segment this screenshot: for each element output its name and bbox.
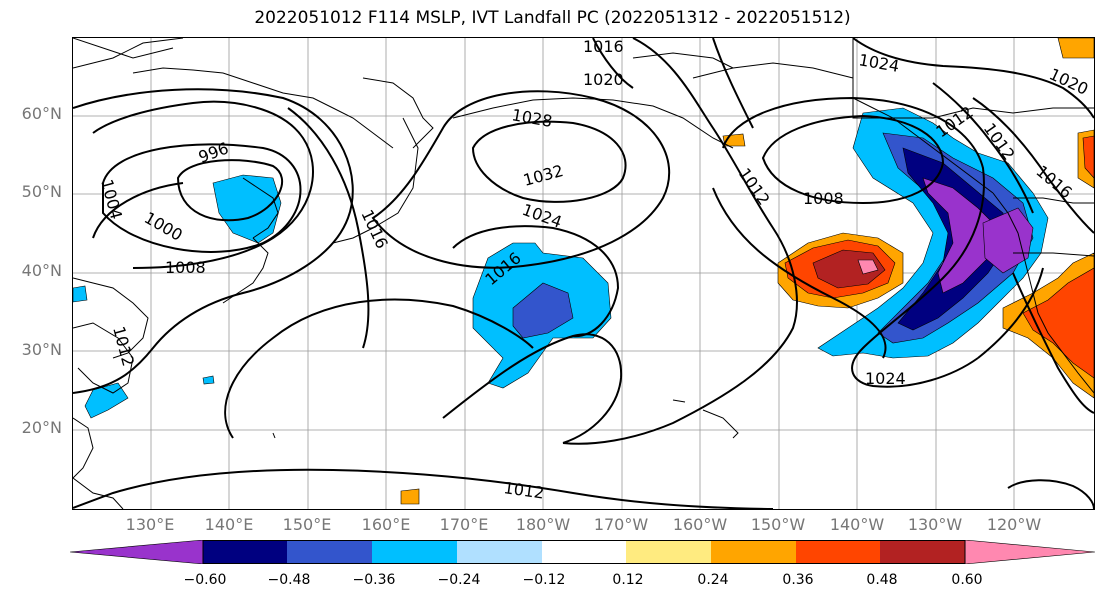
lon-label-150w: 150°W: [750, 515, 806, 534]
lat-label-30n: 30°N: [21, 340, 62, 359]
isobar-label: 1004: [97, 177, 126, 221]
isobars: [73, 38, 1094, 509]
colorbar-swatch: [372, 540, 457, 564]
isobar-label: 1016: [1032, 162, 1075, 203]
colorbar: [70, 540, 1095, 564]
lon-label-160e: 160°E: [361, 515, 411, 534]
colorbar-tick-label: −0.12: [522, 572, 566, 588]
colorbar-swatch: [711, 540, 796, 564]
isobar-label: 1008: [803, 189, 844, 208]
lat-label-20n: 20°N: [21, 418, 62, 437]
colorbar-tick-label: 0.24: [697, 572, 729, 588]
lon-label-170w: 170°W: [593, 515, 649, 534]
isobar-label: 996: [196, 138, 231, 166]
ivt-positive-shading: [400, 38, 1094, 505]
colorbar-tick-label: −0.48: [267, 572, 311, 588]
colorbar-swatch: [203, 540, 287, 564]
isobar-label: 1016: [357, 207, 391, 252]
colorbar-tick-label: −0.24: [437, 572, 481, 588]
colorbar-frame: [202, 540, 966, 564]
ivt-negative-shading: [73, 107, 1049, 419]
isobar-label: 1012: [502, 478, 545, 502]
isobar-label: 1000: [141, 208, 186, 245]
colorbar-swatch: [542, 540, 626, 564]
colorbar-swatch: [70, 540, 204, 564]
colorbar-tick-label: 0.36: [782, 572, 814, 588]
map-title: 2022051012 F114 MSLP, IVT Landfall PC (2…: [254, 8, 851, 28]
colorbar-tick-label: 0.60: [951, 572, 983, 588]
isobar-label: 1028: [510, 105, 553, 131]
colorbar-swatch: [626, 540, 711, 564]
isobar-label: 1020: [1046, 64, 1091, 98]
isobar-label: 1020: [583, 70, 624, 89]
isobar-label: 1008: [165, 258, 206, 277]
isobar-label: 1024: [857, 50, 900, 76]
lat-label-40n: 40°N: [21, 261, 62, 280]
lon-label-180w: 180°W: [515, 515, 571, 534]
isobar-label: 1012: [932, 102, 976, 141]
colorbar-tick-label: −0.60: [183, 572, 227, 588]
map-panel: 1016 1020 1024 1020 1028 1032 1024 1016 …: [72, 37, 1095, 510]
colorbar-swatch: [964, 540, 1095, 564]
colorbar-swatch: [287, 540, 372, 564]
lat-label-50n: 50°N: [21, 182, 62, 201]
lon-label-130w: 130°W: [907, 515, 963, 534]
colorbar-swatch: [457, 540, 542, 564]
map-canvas: 1016 1020 1024 1020 1028 1032 1024 1016 …: [73, 38, 1094, 509]
colorbar-swatch: [880, 540, 965, 564]
lon-label-140w: 140°W: [829, 515, 885, 534]
lon-label-160w: 160°W: [672, 515, 728, 534]
lon-label-140e: 140°E: [204, 515, 254, 534]
lon-label-170e: 170°E: [439, 515, 489, 534]
colorbar-tick-label: 0.12: [612, 572, 644, 588]
lat-label-60n: 60°N: [21, 104, 62, 123]
lon-label-120w: 120°W: [986, 515, 1042, 534]
colorbar-tick-label: 0.48: [866, 572, 898, 588]
lon-label-130e: 130°E: [125, 515, 175, 534]
isobar-label: 1012: [109, 324, 138, 368]
colorbar-tick-label: −0.36: [352, 572, 396, 588]
isobar-label: 1012: [735, 164, 774, 208]
colorbar-swatch: [796, 540, 880, 564]
lon-label-150e: 150°E: [282, 515, 332, 534]
isobar-label: 1024: [865, 369, 906, 388]
isobar-label: 1016: [583, 38, 624, 56]
